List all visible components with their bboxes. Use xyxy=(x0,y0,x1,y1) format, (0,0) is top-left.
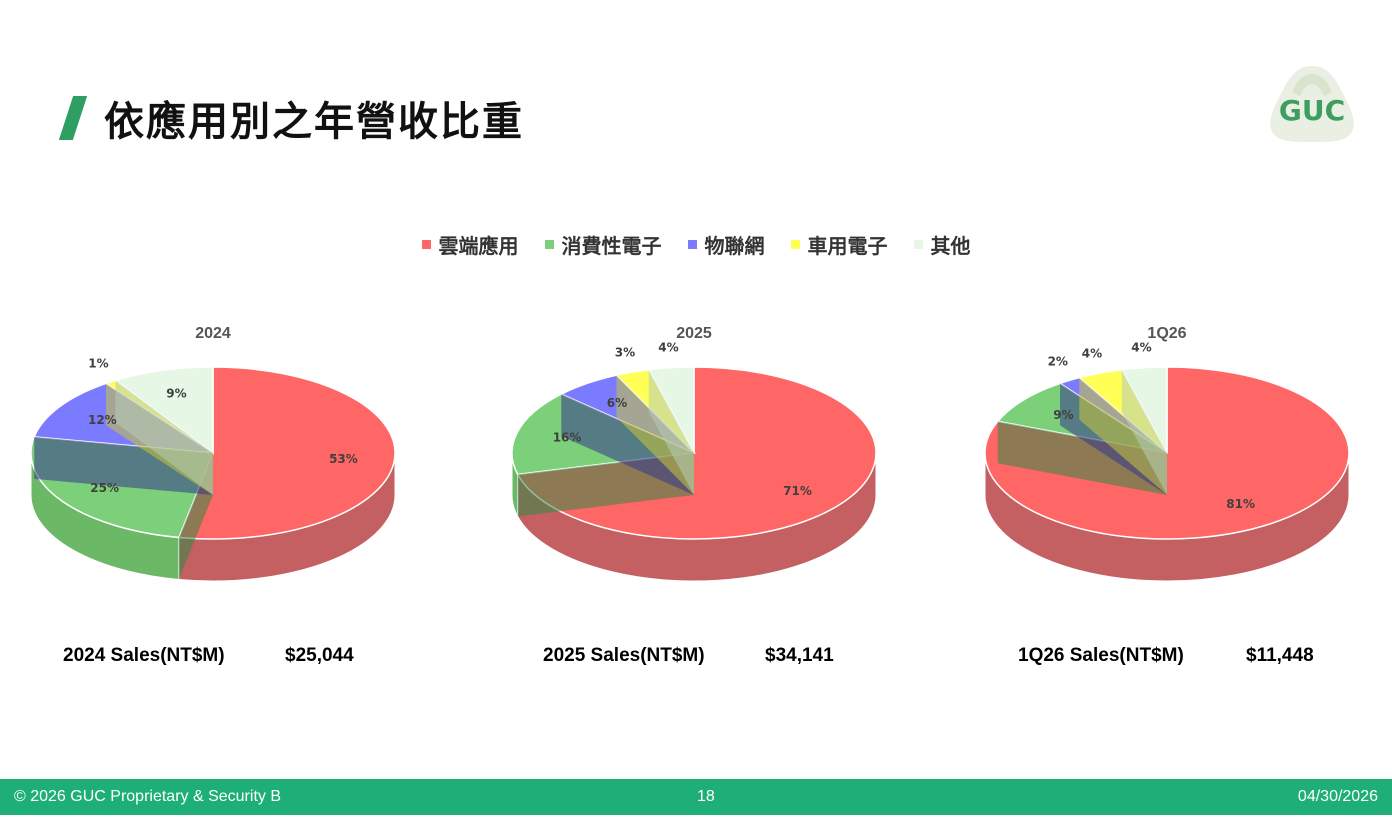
data-label: 9% xyxy=(1053,408,1073,422)
title-accent-bar xyxy=(58,96,88,140)
data-label: 4% xyxy=(1082,346,1102,360)
title-bar: 依應用別之年營收比重 xyxy=(58,92,524,145)
data-label: 1% xyxy=(88,356,108,370)
legend-swatch xyxy=(421,240,431,249)
pie-inner-wall-2 xyxy=(561,394,694,495)
legend-label: 其他 xyxy=(930,234,971,258)
data-label: 25% xyxy=(90,481,119,495)
chart-title: 2025 xyxy=(676,325,712,342)
sales-value: $34,141 xyxy=(765,645,834,666)
legend-label: 車用電子 xyxy=(807,234,888,258)
pie-inner-wall-3 xyxy=(1079,377,1167,495)
guc-logo: GUC xyxy=(1270,66,1354,142)
sales-2025: 2025 Sales(NT$M) $34,141 xyxy=(543,645,834,669)
legend-label: 雲端應用 xyxy=(438,234,519,258)
data-label: 2% xyxy=(1048,355,1068,369)
legend-label: 物聯網 xyxy=(704,234,765,258)
chart-legend: 雲端應用 消費性電子 物聯網 車用電子 其他 xyxy=(0,230,1392,259)
logo-text: GUC xyxy=(1279,94,1345,127)
pie-slice-0 xyxy=(177,366,396,540)
legend-item-consumer: 消費性電子 xyxy=(544,230,662,259)
pie-inner-wall-4 xyxy=(648,369,694,495)
pie-slice-4 xyxy=(113,366,214,455)
data-label: 4% xyxy=(658,340,678,354)
pie-slice-4 xyxy=(1120,366,1168,454)
data-label: 81% xyxy=(1226,497,1255,511)
data-label: 16% xyxy=(553,431,582,445)
chart-title: 1Q26 xyxy=(1147,325,1186,342)
legend-item-cloud: 雲端應用 xyxy=(421,230,519,259)
pie-inner-wall-3 xyxy=(616,375,694,495)
data-label: 3% xyxy=(615,345,635,359)
legend-item-iot: 物聯網 xyxy=(687,230,765,259)
data-label: 4% xyxy=(1131,340,1151,354)
footer-copyright: © 2026 GUC Proprietary & Security B xyxy=(14,788,281,805)
sales-label: 1Q26 Sales(NT$M) xyxy=(1018,645,1184,666)
pie-inner-wall-1 xyxy=(997,421,1167,495)
data-label: 9% xyxy=(166,387,186,401)
chart-title: 2024 xyxy=(195,325,231,342)
sales-value: $11,448 xyxy=(1246,645,1314,666)
sales-value: $25,044 xyxy=(285,645,354,666)
legend-item-auto: 車用電子 xyxy=(790,230,888,259)
pie-inner-wall-4 xyxy=(115,380,213,495)
legend-swatch xyxy=(544,240,554,249)
footer-date: 04/30/2026 xyxy=(1297,788,1378,805)
data-label: 6% xyxy=(607,396,627,410)
data-label: 71% xyxy=(783,484,812,498)
sales-label: 2024 Sales(NT$M) xyxy=(63,645,225,666)
legend-label: 消費性電子 xyxy=(561,234,662,258)
pie-inner-wall-4 xyxy=(1121,369,1167,495)
page-title: 依應用別之年營收比重 xyxy=(104,99,524,145)
data-label: 53% xyxy=(329,452,358,466)
sales-label: 2025 Sales(NT$M) xyxy=(543,645,705,666)
pie-slice-4 xyxy=(647,366,695,454)
sales-1q26: 1Q26 Sales(NT$M) $11,448 xyxy=(1018,645,1314,669)
footer-page-number: 18 xyxy=(697,788,715,805)
legend-swatch xyxy=(913,240,923,249)
pie-slice-0 xyxy=(984,366,1350,540)
data-label: 12% xyxy=(88,413,117,427)
legend-swatch xyxy=(790,240,800,249)
legend-item-others: 其他 xyxy=(913,230,971,259)
footer-bar: © 2026 GUC Proprietary & Security B 18 0… xyxy=(0,779,1392,815)
legend-swatch xyxy=(687,240,697,249)
sales-2024: 2024 Sales(NT$M) $25,044 xyxy=(63,645,354,669)
